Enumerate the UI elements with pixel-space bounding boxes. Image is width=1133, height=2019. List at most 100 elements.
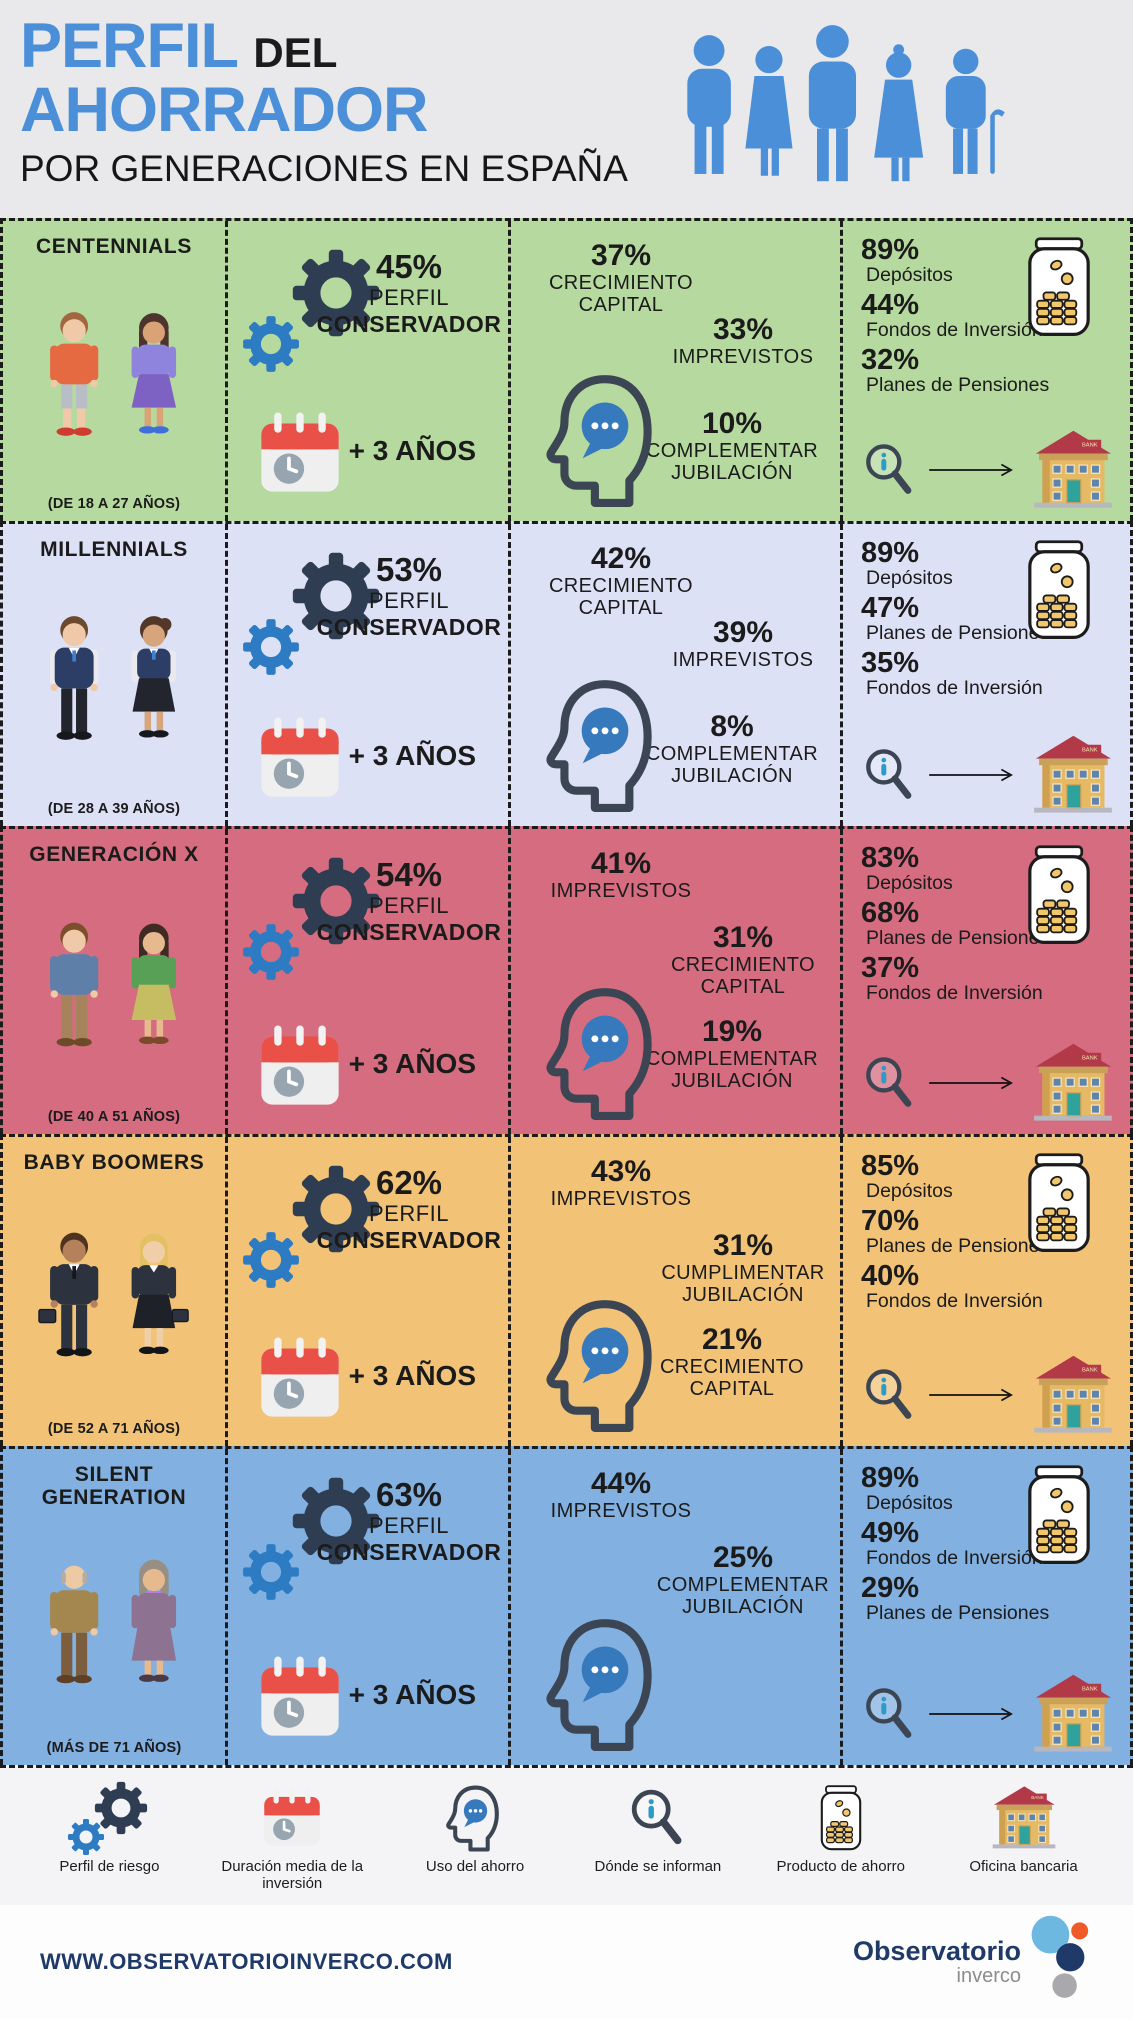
calendar-icon — [259, 1784, 325, 1852]
jar-coins-icon — [1018, 1463, 1100, 1567]
legend-item-bank: Oficina bancaria — [939, 1778, 1109, 1875]
product-item: 49% Fondos de Inversión — [861, 1516, 1043, 1570]
magnifier-info-icon — [859, 1052, 921, 1114]
inform-flow — [843, 1671, 1130, 1757]
jar-coins-icon — [814, 1784, 868, 1852]
generation-cell: GENERACIÓN X (DE 40 A 51 AÑOS) — [3, 829, 225, 1134]
risk-duration-cell: 53% PERFIL CONSERVADOR + 3 AÑOS — [225, 524, 508, 826]
generation-cell: MILLENNIALS (DE 28 A 39 AÑOS) — [3, 524, 225, 826]
age-range: (DE 40 A 51 AÑOS) — [47, 1109, 181, 1125]
jar-coins-icon — [1018, 235, 1100, 339]
page-subtitle: POR GENERACIONES EN ESPAÑA — [20, 147, 628, 189]
website-link[interactable]: WWW.OBSERVATORIOINVERCO.COM — [40, 1949, 453, 1974]
use-item: 31% CUMPLIMENTAR JUBILACIÓN — [661, 1229, 825, 1307]
use-item: 8% COMPLEMENTAR JUBILACIÓN — [645, 710, 819, 788]
inform-flow — [843, 1040, 1130, 1126]
arrow-right-icon — [927, 1382, 1020, 1408]
use-item: 10% COMPLEMENTAR JUBILACIÓN — [645, 407, 819, 485]
row-generacion-x: GENERACIÓN X (DE 40 A 51 AÑOS) — [0, 826, 1133, 1134]
legend-item-risk: Perfil de riesgo — [24, 1778, 194, 1875]
savings-use-cell: 42% CRECIMIENTO CAPITAL 39% IMPREVISTOS … — [508, 524, 840, 826]
product-list: 89% Depósitos 47% Planes de Pensiones 35… — [861, 538, 1122, 703]
use-item: 37% CRECIMIENTO CAPITAL — [548, 239, 694, 317]
generation-name: SILENT GENERATION — [41, 1463, 187, 1510]
jar-coins-icon — [1018, 538, 1100, 642]
savings-use-cell: 43% IMPREVISTOS 31% CUMPLIMENTAR JUBILAC… — [508, 1137, 840, 1446]
product-item: 68% Planes de Pensiones — [861, 896, 1050, 950]
product-item: 29% Planes de Pensiones — [861, 1571, 1050, 1625]
product-item: 40% Fondos de Inversión — [861, 1259, 1043, 1313]
use-item: 31% CRECIMIENTO CAPITAL — [670, 921, 816, 999]
header: PERFIL DEL AHORRADOR POR GENERACIONES EN… — [0, 0, 1133, 218]
risk-duration-cell: 63% PERFIL CONSERVADOR + 3 AÑOS — [225, 1449, 508, 1765]
investment-duration: + 3 AÑOS — [348, 1048, 476, 1079]
legend-item-inform: Dónde se informan — [573, 1778, 743, 1875]
magnifier-info-icon — [624, 1784, 692, 1852]
age-range: (DE 52 A 71 AÑOS) — [47, 1421, 181, 1437]
centennials-couple-illustration — [50, 312, 177, 436]
savings-use-cell: 37% CRECIMIENTO CAPITAL 33% IMPREVISTOS … — [508, 221, 840, 521]
inform-flow — [843, 1352, 1130, 1438]
silent-generation-couple-illustration — [50, 1559, 177, 1684]
generation-name: BABY BOOMERS — [23, 1151, 205, 1174]
arrow-right-icon — [927, 762, 1020, 788]
head-speech-icon — [537, 674, 671, 816]
bank-icon — [1026, 1352, 1120, 1438]
product-item: 70% Planes de Pensiones — [861, 1204, 1050, 1258]
calendar-icon — [254, 405, 346, 501]
product-item: 89% Depósitos — [861, 1462, 953, 1515]
investment-duration: + 3 AÑOS — [348, 1360, 476, 1391]
product-list: 89% Depósitos 44% Fondos de Inversión 32… — [861, 235, 1122, 400]
calendar-icon — [254, 1330, 346, 1426]
use-item: 39% IMPREVISTOS — [672, 616, 814, 671]
use-item: 41% IMPREVISTOS — [550, 847, 692, 902]
products-cell: 83% Depósitos 68% Planes de Pensiones 37… — [840, 829, 1130, 1134]
risk-duration-cell: 62% PERFIL CONSERVADOR + 3 AÑOS — [225, 1137, 508, 1446]
magnifier-info-icon — [859, 1364, 921, 1426]
product-item: 47% Planes de Pensiones — [861, 591, 1050, 645]
product-list: 89% Depósitos 49% Fondos de Inversión 29… — [861, 1463, 1122, 1628]
bank-icon — [986, 1785, 1062, 1851]
legend-item-duration: Duración media de la inversión — [207, 1778, 377, 1893]
arrow-right-icon — [927, 457, 1020, 483]
inform-flow — [843, 427, 1130, 513]
risk-profile: 45% PERFIL CONSERVADOR — [316, 248, 502, 337]
generation-cell: SILENT GENERATION (MÁS DE 71 AÑOS) — [3, 1449, 225, 1765]
bank-icon — [1026, 427, 1120, 513]
use-item: 42% CRECIMIENTO CAPITAL — [548, 542, 694, 620]
age-range: (MÁS DE 71 AÑOS) — [46, 1740, 182, 1756]
page-title: PERFIL DEL — [20, 14, 1133, 78]
logo-circles-icon — [1031, 1915, 1089, 1998]
generation-name: CENTENNIALS — [36, 235, 192, 258]
baby-boomers-couple-illustration — [38, 1232, 189, 1357]
product-item: 35% Fondos de Inversión — [861, 646, 1043, 700]
risk-profile: 62% PERFIL CONSERVADOR — [316, 1164, 502, 1253]
savings-use-cell: 41% IMPREVISTOS 31% CRECIMIENTO CAPITAL … — [508, 829, 840, 1134]
calendar-icon — [254, 710, 346, 806]
use-item: 43% IMPREVISTOS — [550, 1155, 692, 1210]
use-item: 44% IMPREVISTOS — [550, 1467, 692, 1522]
head-speech-icon — [537, 982, 671, 1124]
products-cell: 89% Depósitos 47% Planes de Pensiones 35… — [840, 524, 1130, 826]
savings-use-cell: 44% IMPREVISTOS 25% COMPLEMENTAR JUBILAC… — [508, 1449, 840, 1765]
legend-item-product: Producto de ahorro — [756, 1778, 926, 1875]
risk-duration-cell: 54% PERFIL CONSERVADOR + 3 AÑOS — [225, 829, 508, 1134]
investment-duration: + 3 AÑOS — [348, 1679, 476, 1710]
generation-cell: BABY BOOMERS (DE 52 A 71 AÑ — [3, 1137, 225, 1446]
product-list: 83% Depósitos 68% Planes de Pensiones 37… — [861, 843, 1122, 1008]
product-item: 32% Planes de Pensiones — [861, 343, 1050, 397]
product-item: 89% Depósitos — [861, 234, 953, 287]
investment-duration: + 3 AÑOS — [348, 740, 476, 771]
products-cell: 89% Depósitos 44% Fondos de Inversión 32… — [840, 221, 1130, 521]
use-item: 19% COMPLEMENTAR JUBILACIÓN — [645, 1015, 819, 1093]
inform-flow — [843, 732, 1130, 818]
product-item: 89% Depósitos — [861, 537, 953, 590]
jar-coins-icon — [1018, 1151, 1100, 1255]
magnifier-info-icon — [859, 439, 921, 501]
product-item: 37% Fondos de Inversión — [861, 951, 1043, 1005]
products-cell: 85% Depósitos 70% Planes de Pensiones 40… — [840, 1137, 1130, 1446]
product-list: 85% Depósitos 70% Planes de Pensiones 40… — [861, 1151, 1122, 1316]
risk-duration-cell: 45% PERFIL CONSERVADOR + 3 AÑOS — [225, 221, 508, 521]
arrow-right-icon — [927, 1701, 1020, 1727]
